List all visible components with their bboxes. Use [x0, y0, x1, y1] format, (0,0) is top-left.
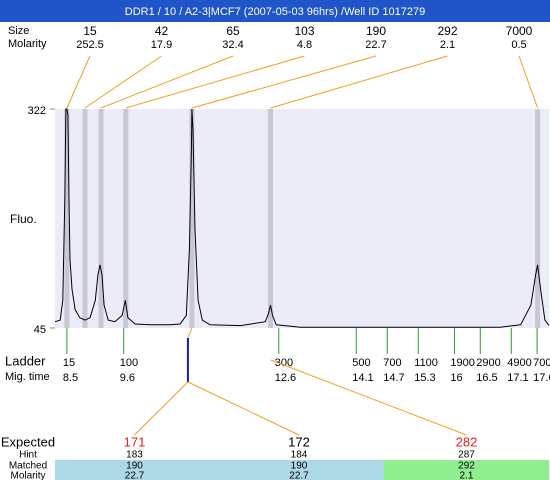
peak-connector	[518, 55, 539, 109]
ladder-size: 7000	[533, 357, 550, 369]
expected-connector	[270, 359, 467, 436]
matched-value: 190	[291, 461, 308, 472]
y-axis-label: Fluo.	[10, 212, 37, 226]
plot-area	[55, 109, 549, 328]
expected-connector	[187, 381, 300, 436]
peak-size: 42	[155, 24, 169, 38]
trace	[54, 108, 550, 328]
mig-time-label: Mig. time	[5, 371, 50, 383]
expected-row-label: Matched	[9, 461, 47, 472]
peak-connector	[100, 55, 234, 109]
title: DDR1 / 10 / A2-3|MCF7 (2007-05-03 96hrs)…	[125, 6, 425, 18]
peak-molarity: 22.7	[365, 39, 386, 51]
molarity-header: Molarity	[8, 38, 47, 50]
expected-connector	[134, 381, 189, 436]
ladder-time: 14.1	[352, 372, 373, 384]
peak-connector	[191, 55, 377, 109]
ladder-size: 4900	[507, 357, 531, 369]
peak-molarity: 4.8	[297, 39, 312, 51]
molarity-value: 22.7	[289, 471, 309, 480]
ladder-time: 9.6	[120, 372, 135, 384]
size-header: Size	[8, 25, 29, 37]
peak-band	[535, 109, 541, 328]
peak-connector	[270, 55, 448, 109]
molarity-value: 22.7	[125, 471, 145, 480]
expected-value: 171	[124, 434, 146, 449]
match-bar	[384, 460, 549, 480]
peak-molarity: 0.5	[511, 39, 526, 51]
peak-size: 65	[226, 24, 240, 38]
title-bar	[0, 0, 550, 22]
hint-value: 183	[126, 450, 143, 461]
matched-value: 190	[126, 461, 143, 472]
peak-band	[64, 109, 70, 328]
ladder-label: Ladder	[5, 353, 46, 368]
peak-band	[189, 109, 195, 328]
ladder-time: 8.5	[63, 372, 78, 384]
expected-value: 282	[456, 434, 478, 449]
peak-size: 292	[437, 24, 457, 38]
expected-row-label: Molarity	[10, 471, 45, 480]
ladder-size: 700	[383, 357, 401, 369]
peak-band	[267, 109, 273, 328]
peak-size: 15	[83, 24, 97, 38]
peak-band	[123, 109, 129, 328]
match-bar	[55, 460, 214, 480]
hint-value: 184	[291, 450, 308, 461]
molarity-value: 2.1	[460, 471, 474, 480]
ladder-size: 1900	[450, 357, 474, 369]
ladder-time: 16.5	[476, 372, 497, 384]
y-tick-label: 45	[34, 324, 46, 336]
ladder-time: 16	[450, 372, 462, 384]
ladder-time: 12.6	[275, 372, 296, 384]
ladder-time: 15.3	[414, 372, 435, 384]
peak-band	[82, 109, 88, 328]
ladder-size: 15	[63, 357, 75, 369]
peak-molarity: 32.4	[222, 39, 243, 51]
ladder-size: 500	[352, 357, 370, 369]
expected-row-label: Hint	[19, 450, 37, 461]
peak-band	[98, 109, 104, 328]
ladder-time: 17.1	[507, 372, 528, 384]
ladder-time: 17.6	[533, 372, 550, 384]
hint-value: 287	[458, 450, 475, 461]
ladder-size: 2900	[476, 357, 500, 369]
expected-value: 172	[288, 434, 310, 449]
ladder-size: 300	[275, 357, 293, 369]
peak-size: 103	[294, 24, 314, 38]
peak-molarity: 252.5	[76, 39, 104, 51]
connector	[187, 327, 193, 339]
ladder-size: 100	[120, 357, 138, 369]
ladder-size: 1100	[414, 357, 438, 369]
expected-row-label: Expected	[1, 434, 55, 449]
match-bar	[214, 460, 384, 480]
peak-connector	[125, 55, 305, 109]
peak-molarity: 2.1	[440, 39, 455, 51]
matched-value: 292	[458, 461, 475, 472]
peak-connector	[66, 55, 91, 109]
ladder-time: 14.7	[383, 372, 404, 384]
peak-size: 7000	[506, 24, 533, 38]
peak-connector	[84, 55, 162, 109]
peak-size: 190	[366, 24, 386, 38]
peak-molarity: 17.9	[151, 39, 172, 51]
y-tick-label: 322	[28, 105, 46, 117]
